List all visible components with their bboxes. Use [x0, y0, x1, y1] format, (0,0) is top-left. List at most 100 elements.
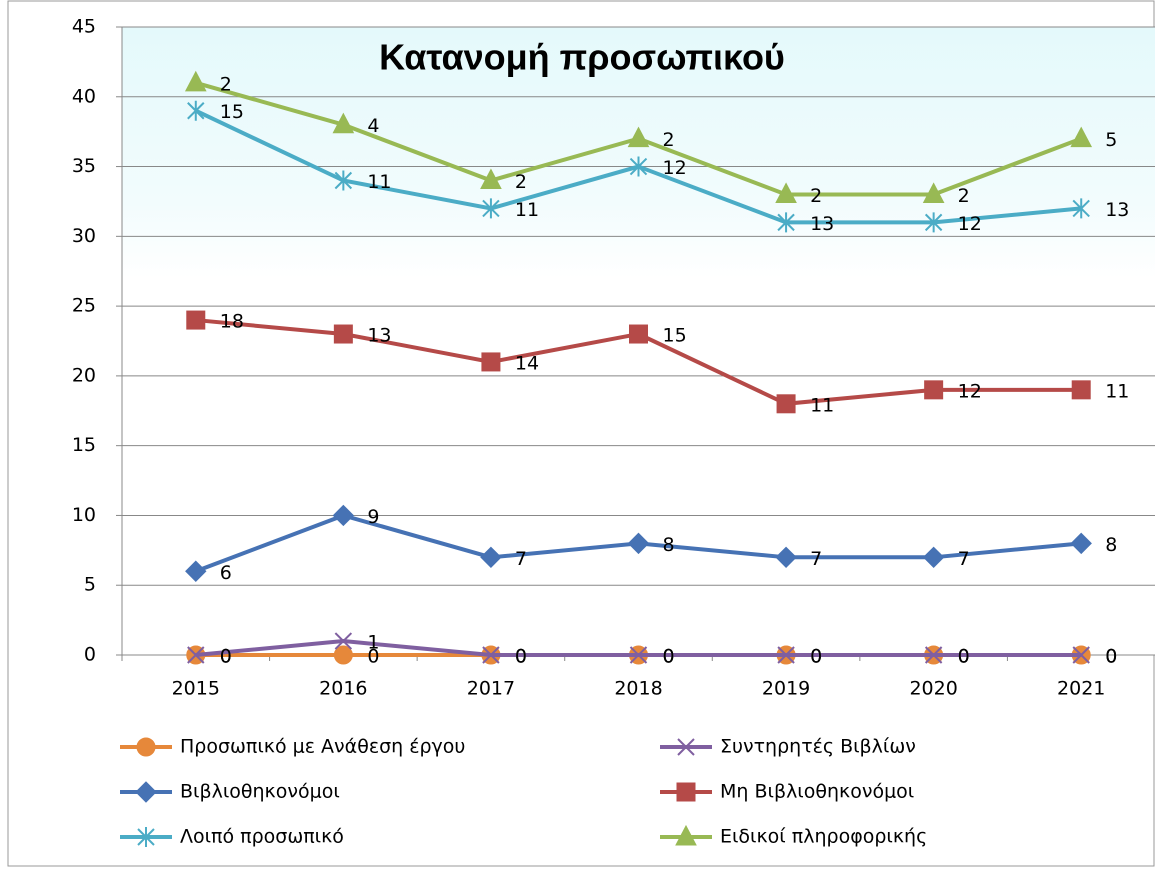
data-label: 11 — [515, 199, 539, 221]
data-label: 11 — [810, 394, 834, 416]
x-tick-label: 2015 — [172, 678, 220, 700]
marker — [777, 212, 795, 233]
data-label: 0 — [1105, 646, 1117, 668]
marker — [1070, 532, 1092, 555]
marker — [677, 738, 695, 756]
data-label: 9 — [367, 506, 379, 528]
marker — [334, 632, 353, 650]
legend-label: Μη Βιβλιοθηκονόμοι — [720, 781, 914, 803]
marker — [924, 646, 943, 664]
marker — [187, 646, 205, 664]
marker — [482, 646, 500, 664]
x-tick-label: 2017 — [467, 678, 515, 700]
data-label: 4 — [367, 115, 379, 137]
marker — [627, 532, 650, 555]
data-label: 12 — [663, 157, 687, 179]
y-tick-label: 40 — [72, 85, 96, 107]
data-label: 5 — [1105, 129, 1117, 151]
data-label: 2 — [958, 185, 970, 207]
data-label: 14 — [515, 352, 539, 374]
legend-label: Βιβλιοθηκονόμοι — [180, 781, 340, 803]
x-tick-label: 2021 — [1057, 678, 1105, 700]
marker — [480, 546, 502, 569]
data-label: 0 — [810, 646, 822, 668]
x-tick-label: 2018 — [614, 678, 662, 700]
data-label: 1 — [367, 632, 379, 654]
marker — [629, 646, 648, 664]
data-label: 11 — [1105, 380, 1129, 402]
data-label: 0 — [958, 646, 970, 668]
data-label: 0 — [663, 646, 675, 668]
x-tick-label: 2020 — [909, 678, 957, 700]
y-tick-label: 30 — [72, 225, 96, 247]
marker — [775, 546, 797, 569]
marker — [629, 324, 648, 344]
marker — [1071, 380, 1091, 400]
marker — [136, 737, 156, 757]
marker — [777, 646, 795, 664]
chart-title: Κατανομή προσωπικού — [379, 37, 785, 78]
data-label: 13 — [1105, 199, 1129, 221]
y-tick-label: 35 — [72, 155, 96, 177]
data-label: 2 — [220, 73, 232, 95]
marker — [922, 182, 945, 203]
marker — [482, 198, 500, 219]
data-label: 6 — [220, 562, 232, 584]
data-label: 8 — [1105, 534, 1117, 556]
data-label: 11 — [367, 171, 391, 193]
x-tick-label: 2019 — [762, 678, 810, 700]
data-label: 2 — [663, 129, 675, 151]
marker — [922, 546, 945, 569]
data-label: 12 — [958, 380, 982, 402]
data-label: 12 — [958, 213, 982, 235]
legend-label: Συντηρητές Βιβλίων — [720, 736, 916, 758]
data-label: 7 — [515, 548, 527, 570]
y-tick-label: 15 — [72, 434, 96, 456]
marker — [1070, 126, 1093, 148]
marker — [675, 824, 697, 846]
y-tick-label: 10 — [72, 504, 96, 526]
data-label: 0 — [220, 646, 232, 668]
data-label: 0 — [367, 646, 379, 668]
marker — [481, 352, 501, 372]
marker — [184, 70, 207, 92]
data-label: 18 — [220, 311, 244, 333]
marker — [332, 504, 355, 527]
marker — [676, 782, 696, 802]
data-label: 13 — [810, 213, 834, 235]
data-label: 2 — [515, 171, 527, 193]
data-label: 7 — [958, 548, 970, 570]
marker — [924, 212, 943, 233]
data-label: 15 — [663, 325, 687, 347]
marker — [775, 182, 797, 203]
marker — [135, 781, 157, 803]
data-label: 15 — [220, 101, 244, 123]
marker — [629, 156, 648, 177]
y-tick-label: 25 — [72, 295, 96, 317]
marker — [186, 310, 206, 330]
marker — [776, 394, 796, 414]
y-tick-label: 0 — [84, 644, 96, 666]
marker — [480, 168, 502, 190]
marker — [334, 170, 353, 191]
y-tick-label: 45 — [72, 16, 96, 38]
y-tick-label: 20 — [72, 364, 96, 386]
data-label: 8 — [663, 534, 675, 556]
marker — [137, 827, 155, 847]
marker — [333, 645, 353, 665]
data-label: 7 — [810, 548, 822, 570]
legend-label: Λοιπό προσωπικό — [180, 826, 344, 848]
marker — [1072, 646, 1090, 664]
marker — [185, 560, 207, 582]
legend-label: Προσωπικό με Ανάθεση έργου — [180, 736, 465, 758]
marker — [627, 126, 650, 148]
marker — [1072, 198, 1090, 219]
data-label: 2 — [810, 185, 822, 207]
data-label: 0 — [515, 646, 527, 668]
marker — [332, 112, 355, 134]
x-tick-label: 2016 — [319, 678, 367, 700]
data-label: 13 — [367, 325, 391, 347]
marker — [924, 380, 944, 400]
y-tick-label: 5 — [84, 574, 96, 596]
